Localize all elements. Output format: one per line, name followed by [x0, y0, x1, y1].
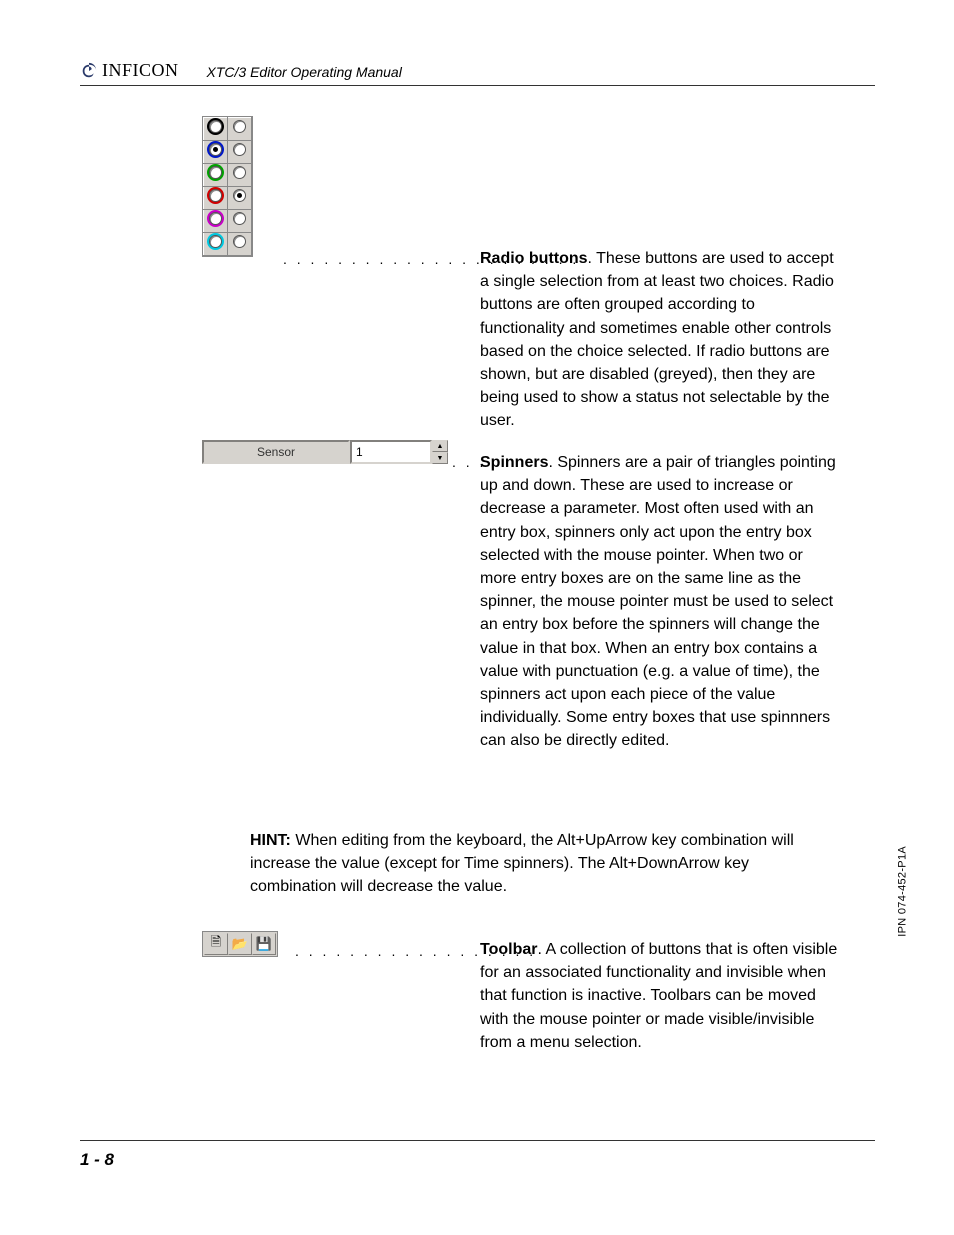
radio-term: Radio buttons: [480, 250, 588, 267]
spinner-buttons: ▲ ▼: [432, 440, 448, 464]
radio-button[interactable]: [209, 143, 222, 156]
toolbar-figure: 🗎📂💾: [202, 931, 278, 957]
radio-button[interactable]: [209, 189, 222, 202]
radio-button[interactable]: [233, 166, 246, 179]
radio-buttons-figure: [202, 116, 253, 257]
spinner-up-button[interactable]: ▲: [432, 440, 448, 452]
brand-logo: INFICON: [80, 60, 179, 81]
spinner-down-button[interactable]: ▼: [432, 452, 448, 464]
page-number: 1 - 8: [80, 1150, 114, 1170]
radio-button[interactable]: [209, 166, 222, 179]
brand-name: INFICON: [102, 60, 179, 81]
spinner-label: Sensor: [202, 440, 350, 464]
spinner-value[interactable]: 1: [350, 440, 432, 464]
radio-button[interactable]: [209, 120, 222, 133]
spinner-figure: Sensor 1 ▲ ▼: [202, 440, 448, 464]
radio-button[interactable]: [233, 235, 246, 248]
spinner-text: . Spinners are a pair of triangles point…: [480, 454, 836, 749]
spinner-term: Spinners: [480, 454, 548, 471]
radio-button[interactable]: [233, 120, 246, 133]
logo-swirl-icon: [80, 62, 98, 80]
radio-description: Radio buttons. These buttons are used to…: [480, 247, 840, 433]
manual-title: XTC/3 Editor Operating Manual: [207, 64, 402, 80]
hint-block: HINT: When editing from the keyboard, th…: [250, 829, 820, 899]
open-icon[interactable]: 📂: [228, 933, 252, 955]
radio-button[interactable]: [233, 189, 246, 202]
radio-button[interactable]: [209, 212, 222, 225]
save-icon[interactable]: 💾: [252, 933, 276, 955]
hint-label: HINT:: [250, 832, 291, 849]
spinner-description: Spinners. Spinners are a pair of triangl…: [480, 451, 840, 752]
radio-button[interactable]: [209, 235, 222, 248]
toolbar-description: Toolbar. A collection of buttons that is…: [480, 938, 840, 1054]
page-header: INFICON XTC/3 Editor Operating Manual: [80, 60, 875, 86]
side-note: IPN 074-452-P1A: [897, 846, 909, 937]
hint-text: When editing from the keyboard, the Alt+…: [250, 832, 794, 895]
toolbar-term: Toolbar: [480, 941, 537, 958]
new-icon[interactable]: 🗎: [204, 933, 228, 955]
radio-text: . These buttons are used to accept a sin…: [480, 250, 834, 429]
radio-button[interactable]: [233, 212, 246, 225]
footer-rule: [80, 1140, 875, 1141]
radio-button[interactable]: [233, 143, 246, 156]
